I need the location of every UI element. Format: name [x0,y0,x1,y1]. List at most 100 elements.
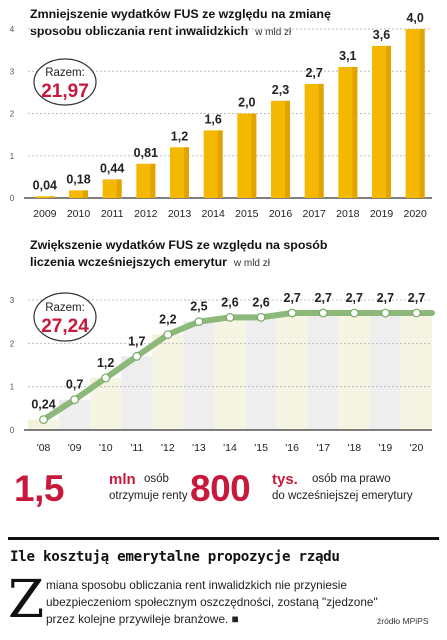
chart2-point [349,308,359,318]
chart2-x-tick-label: '19 [379,442,393,454]
chart1-bar-shade [217,130,223,198]
chart1-x-tick-label: 2019 [370,208,394,220]
chart1-ytick-label: 1 [10,152,15,161]
chart1-data-label: 1,2 [171,129,188,143]
chart2-data-label: 2,2 [159,313,176,327]
chart1-x-tick-label: 2009 [33,208,57,220]
chart1-x-tick-label: 2016 [269,208,293,220]
chart1-ytick-label: 2 [10,110,15,119]
chart1-data-label: 4,0 [406,11,423,25]
chart2-column-band [338,313,370,430]
chart2-data-label: 2,7 [408,291,425,305]
article-line-3: przez kolejne przywileje branżowe. ■ [46,612,239,626]
chart1-bar-shade [150,163,156,198]
chart2-column-band [152,334,184,430]
chart2-point [101,373,111,383]
chart1-title-line2: sposobu obliczania rent inwalidzkich w m… [30,23,331,41]
chart2-title-line1: Zwiększenie wydatków FUS ze względu na s… [30,238,328,252]
chart2-column-band [400,313,432,430]
chart1-ytick-label: 4 [10,25,15,34]
chart1-bar-shade [419,29,425,198]
chart2-total-value: 27,24 [41,316,89,337]
chart1-ytick-label: 3 [10,67,15,76]
chart2-data-label: 0,24 [31,398,55,412]
chart1-bar-shade [352,67,358,199]
chart2-x-tick-label: '10 [99,442,113,454]
chart2-point [256,312,266,322]
chart1-bar-shade [116,179,122,198]
chart1-data-label: 1,6 [204,112,221,126]
chart2-point [132,351,142,361]
chart2-data-label: 2,7 [377,291,394,305]
chart2-data-label: 2,7 [283,291,300,305]
chart2-x-tick-label: '08 [37,442,51,454]
chart1-title-line1: Zmniejszenie wydatków FUS ze względu na … [30,7,331,21]
chart2-line-chart: 0 1 2 3 0,24 '08 0,7 '09 1,2 '10 1,7 '11 2,2 '12 2,5 '1… [10,291,435,454]
chart2-point [194,317,204,327]
chart1-total-bubble [33,58,97,106]
chart2-area [28,313,432,430]
chart1-x-tick-label: 2011 [101,208,124,220]
chart2-column-band [28,419,60,430]
chart1-title: Zmniejszenie wydatków FUS ze względu na … [30,6,331,41]
chart1-x-tick-label: 2010 [67,208,91,220]
chart1-x-tick-label: 2012 [134,208,158,220]
chart1-unit: w mld zł [255,27,292,38]
chart2-x-tick-label: '18 [347,442,361,454]
chart2-data-label: 2,7 [315,291,332,305]
chart1-x-tick-label: 2020 [403,208,427,220]
chart1-x-tick-label: 2018 [336,208,360,220]
chart1-data-label: 2,0 [238,96,255,110]
chart1-x-tick-label: 2013 [168,208,192,220]
chart1-data-label: 0,04 [33,178,57,192]
chart2-unit: w mld zł [233,258,270,269]
chart2-data-label: 2,6 [221,295,238,309]
stat-emerytury-number: 800 [190,468,251,509]
chart2-title-line2-text: liczenia wcześniejszych emerytur [30,255,227,269]
chart2-column-band [276,313,308,430]
article-source: źródło MPiPS [377,616,429,626]
chart1-title-line2-text: sposobu obliczania rent inwalidzkich [30,24,249,38]
chart1-x-tick-label: 2015 [235,208,259,220]
chart2-data-label: 0,7 [66,378,83,392]
chart2-point [163,330,173,340]
chart1-bar-shade [49,196,55,198]
chart2-ytick-label: 1 [10,383,15,392]
chart2-ytick-label: 2 [10,339,15,348]
chart2-series-line [40,310,435,423]
chart2-column-band [245,317,277,430]
chart1-data-label: 0,18 [66,172,90,186]
stat-renty-unit: mln [109,471,136,488]
stat-renty-number: 1,5 [14,468,64,509]
chart2-column-band [121,356,153,430]
chart2-point [39,415,48,425]
chart2-ytick-label: 3 [10,296,15,305]
chart2-x-tick-label: '15 [254,442,268,454]
chart1-data-label: 2,3 [272,83,289,97]
chart1-data-label: 3,1 [339,49,356,63]
stat-emerytury-desc-line2: do wcześniejszej emerytury [272,490,413,502]
chart2-total-label: Razem: [45,302,85,314]
chart1-data-label: 2,7 [305,66,322,80]
chart1-bar-shade [184,147,189,198]
chart1-bar-shade [318,83,324,198]
article-headline: Ile kosztują emerytalne propozycje rządu [10,549,340,565]
chart2-x-tick-label: '13 [192,442,206,454]
chart2-ytick-label: 0 [10,426,15,435]
chart2-point [318,308,328,318]
chart1-total-label: Razem: [45,67,85,79]
chart1-data-label: 0,44 [100,161,124,175]
stat-renty-desc-line2: otrzymuje renty [109,490,188,502]
chart2-data-label: 2,7 [346,291,363,305]
section-divider [8,537,439,540]
stat-emerytury-desc-line1: osób ma prawo [312,473,391,485]
chart1-bar-chart: 0 1 2 3 4 0,04 2009 0,18 2010 0,44 2011 0,81 2012 1,2… [10,11,432,220]
chart2-title: Zwiększenie wydatków FUS ze względu na s… [30,237,327,272]
chart2-x-tick-label: '16 [285,442,299,454]
chart1-ytick-label: 0 [10,194,15,203]
chart2-data-label: 1,2 [97,356,114,370]
chart1-bar [35,196,55,198]
chart1-x-tick-label: 2014 [201,208,225,220]
chart2-column-band [214,317,246,430]
chart2-point [287,308,297,318]
